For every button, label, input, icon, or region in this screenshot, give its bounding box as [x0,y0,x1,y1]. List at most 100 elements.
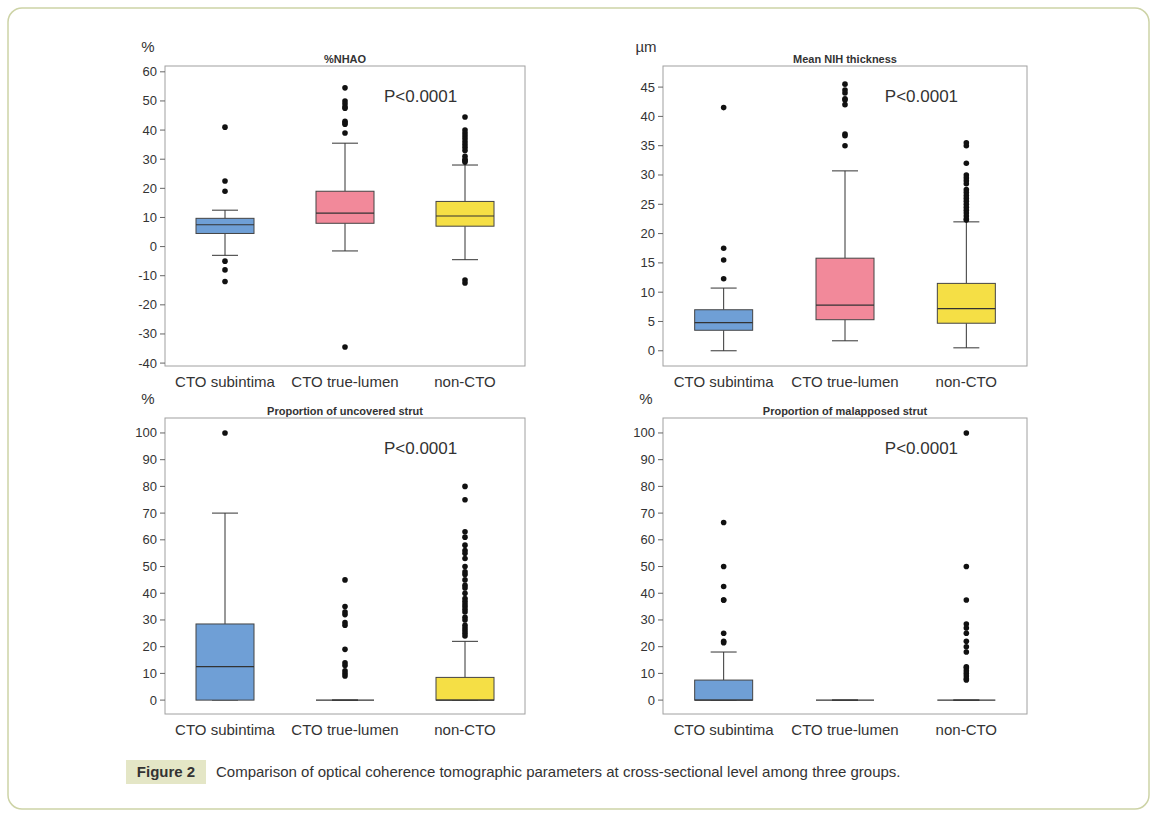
box [436,677,494,700]
y-tick-label: 90 [143,452,157,467]
outlier [462,529,468,535]
outlier [721,257,727,263]
outlier [721,597,727,603]
y-tick-label: 30 [143,152,157,167]
y-tick-label: 0 [150,239,157,254]
y-tick [658,262,663,263]
y-tick-label: 30 [641,612,655,627]
outlier [964,597,970,603]
outlier [222,430,228,436]
y-tick [160,646,165,647]
y-tick [658,513,663,514]
y-tick-label: 20 [641,639,655,654]
whisker-upper [723,288,724,310]
y-tick [160,566,165,567]
box [196,624,254,700]
whisker-cap-lower [332,250,358,251]
outlier [462,148,468,154]
caption: Figure 2Comparison of optical coherence … [126,760,901,784]
outlier [462,159,468,165]
median [196,224,254,225]
box [316,191,374,223]
y-tick-label: 15 [641,255,655,270]
box [436,201,494,226]
y-tick [658,87,663,88]
outlier [462,590,468,596]
outlier [721,105,727,111]
outlier [462,484,468,490]
caption-label-bg [126,760,206,784]
outlier [721,245,727,251]
y-tick-label: -40 [138,356,157,371]
whisker-cap-lower [953,347,979,348]
whisker-upper [345,143,346,191]
box [937,283,995,323]
outlier [222,267,228,273]
outlier [964,639,970,645]
whisker-cap-upper [711,288,737,289]
outlier [842,81,848,87]
y-tick-label: 40 [143,586,157,601]
y-axis-label: µm [635,38,656,55]
outlier [222,258,228,264]
outlier [462,585,468,591]
category-label: CTO true-lumen [791,373,898,390]
outlier [462,556,468,562]
y-tick [160,619,165,620]
y-tick-label: 10 [143,210,157,225]
outlier [342,623,348,629]
outlier [342,85,348,91]
y-tick-label: 100 [633,425,655,440]
panel: Mean NIH thicknessµm051015202530354045P<… [635,38,1027,390]
whisker-cap-upper [332,143,358,144]
y-tick [658,646,663,647]
outlier [964,644,970,650]
plot-frame [165,66,525,366]
box [196,218,254,233]
y-tick-label: 50 [143,559,157,574]
marks [196,85,494,350]
outlier [964,160,970,166]
y-tick [160,486,165,487]
whisker-upper [966,222,967,284]
y-tick-label: 40 [641,586,655,601]
whisker-cap-lower [711,350,737,351]
outlier [342,105,348,111]
category-label: CTO subintima [175,373,275,390]
y-tick-label: 20 [641,226,655,241]
y-tick-label: 25 [641,197,655,212]
outlier [842,102,848,108]
y-tick [160,188,165,189]
outlier [222,124,228,130]
whisker-lower [465,226,466,259]
whisker-lower [723,330,724,351]
panel: %NHAO%-40-30-20-100102030405060P<0.0001C… [138,38,525,390]
median [937,700,995,701]
y-tick-label: 45 [641,80,655,95]
category-label: non-CTO [434,721,495,738]
outlier [342,344,348,350]
outlier [462,609,468,615]
y-tick-label: 10 [143,666,157,681]
y-tick [658,593,663,594]
y-tick [160,363,165,364]
y-tick-label: 20 [143,181,157,196]
y-tick [658,116,663,117]
outlier [721,564,727,570]
outlier [964,631,970,637]
outlier [721,276,727,282]
y-tick-label: 90 [641,452,655,467]
marks [695,81,996,350]
category-label: CTO true-lumen [791,721,898,738]
outlier [462,542,468,548]
category-label: CTO subintima [674,373,774,390]
category-label: CTO true-lumen [291,721,398,738]
y-tick-label: 5 [648,314,655,329]
y-tick [160,513,165,514]
whisker-upper [225,210,226,218]
p-value: P<0.0001 [384,87,457,106]
outlier [462,577,468,583]
y-tick [658,486,663,487]
whisker-upper [845,171,846,258]
outlier [462,564,468,570]
